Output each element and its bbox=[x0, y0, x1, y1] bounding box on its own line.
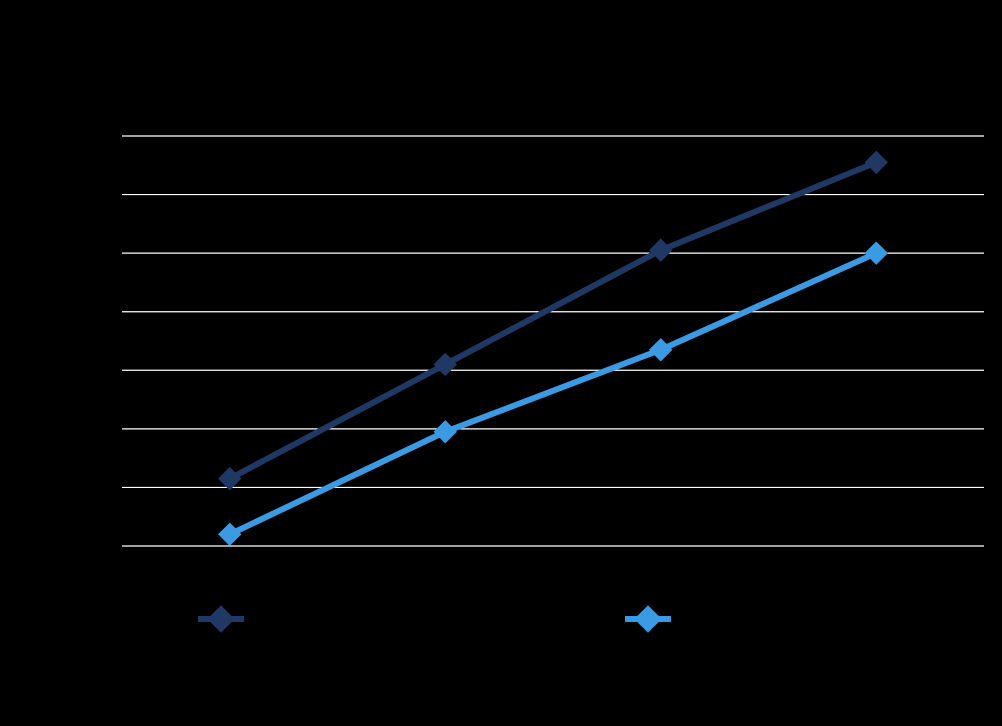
marker-diamond bbox=[865, 151, 887, 173]
marker-diamond bbox=[434, 353, 456, 375]
line-chart bbox=[0, 0, 1002, 726]
marker-diamond bbox=[219, 468, 241, 490]
marker-diamond bbox=[650, 239, 672, 261]
legend-item-1 bbox=[198, 606, 244, 632]
marker-diamond bbox=[635, 606, 661, 632]
marker-diamond bbox=[865, 242, 887, 264]
series-line-2 bbox=[230, 253, 877, 534]
marker-diamond bbox=[219, 523, 241, 545]
marker-diamond bbox=[650, 339, 672, 361]
marker-diamond bbox=[208, 606, 234, 632]
chart-svg bbox=[0, 0, 1002, 726]
legend-item-2 bbox=[625, 606, 671, 632]
marker-diamond bbox=[434, 421, 456, 443]
series-line-1 bbox=[230, 162, 877, 478]
